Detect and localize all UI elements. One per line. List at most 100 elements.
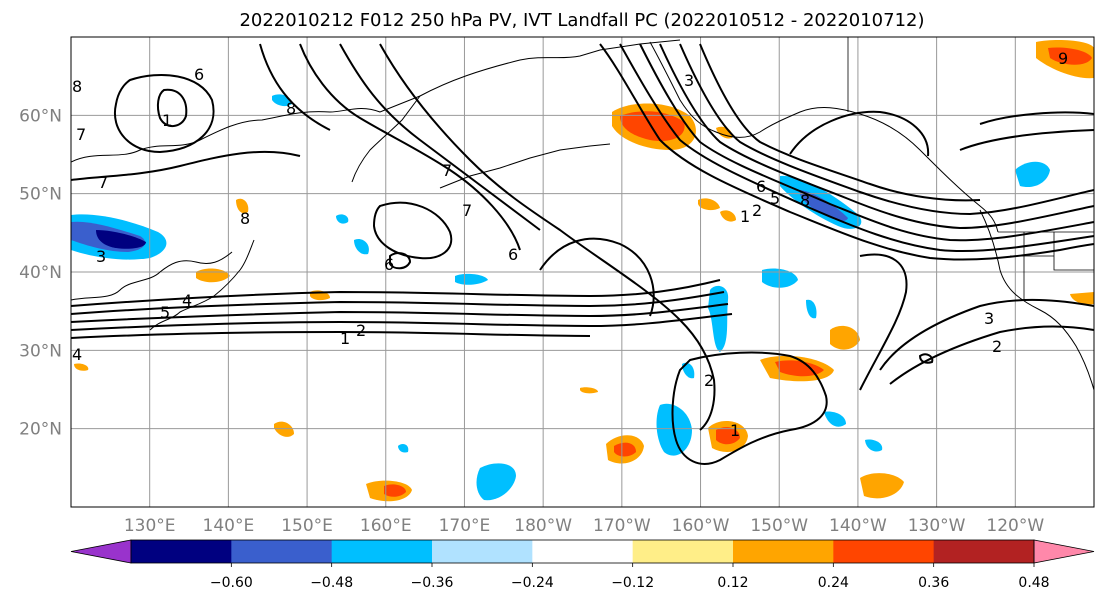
shade-neg-central5 (455, 273, 488, 285)
shade-neg-small2 (354, 238, 369, 255)
chart-title: 2022010212 F012 250 hPa PV, IVT Landfall… (239, 10, 924, 31)
shade-neg-nw-canada (1015, 161, 1050, 188)
colorbar-bin (331, 540, 433, 563)
lon-tick-label: 160°E (360, 516, 412, 536)
colorbar-tick-label: −0.12 (611, 575, 654, 591)
contour-label: 2 (356, 321, 366, 340)
lat-tick-label: 40°N (19, 263, 62, 283)
contour-east-1 (879, 298, 1094, 371)
shade-neg-small6 (824, 411, 846, 427)
contour-low-1 (156, 88, 188, 127)
contour-label: 1 (340, 329, 350, 348)
shade-pos-central-south-core (716, 427, 740, 445)
shade-neg-small8 (682, 362, 695, 379)
colorbar-bin (733, 540, 834, 563)
colorbar-tick-label: 0.48 (1018, 575, 1049, 591)
contour-label: 2 (992, 337, 1002, 356)
colorbar-tick-label: 0.36 (918, 575, 949, 591)
contour-label: 8 (800, 191, 810, 210)
lon-tick-label: 140°W (829, 516, 887, 536)
colorbar-tick-label: 0.24 (818, 575, 849, 591)
colorbar-bin (231, 540, 333, 563)
colorbar-tick-label: −0.48 (310, 575, 353, 591)
contour-mid-1 (539, 237, 655, 317)
longitude-labels: 130°E 140°E 150°E 160°E 170°E 180°W 170°W 160°W… (124, 516, 1045, 536)
contour-label: 8 (286, 99, 296, 118)
coast-china (71, 251, 233, 301)
coast-alaska (649, 41, 999, 233)
contour-label: 1 (162, 111, 172, 130)
contour-jet-3 (71, 303, 729, 323)
lon-tick-label: 130°E (124, 516, 176, 536)
colorbar-bin (632, 540, 734, 563)
contour-label: 8 (240, 209, 250, 228)
coast-aleutians (439, 143, 611, 189)
shade-pos-hawaii-core (775, 360, 824, 377)
lon-tick-label: 150°W (750, 516, 808, 536)
shade-pos-small7 (74, 363, 89, 371)
coast-kamchatka (351, 95, 421, 183)
contour-ridge-5 (679, 43, 1094, 216)
contour-low-4 (389, 252, 412, 270)
shade-pos-se (860, 473, 904, 499)
contour-trough-1 (379, 43, 716, 431)
contour-loop-nw (71, 150, 301, 181)
colorbar-tick-label: −0.36 (411, 575, 454, 591)
colorbar-extend-low (70, 539, 132, 564)
contour-label: 3 (96, 247, 106, 266)
contour-label: 1 (740, 207, 750, 226)
contour-jet-5 (71, 330, 591, 339)
map-frame (70, 36, 1095, 508)
colorbar-labels: −0.60 −0.48 −0.36 −0.24 −0.12 0.12 0.24 0.36 0.4… (210, 563, 1050, 591)
colorbar-bin (933, 540, 1035, 563)
lat-tick-label: 50°N (19, 185, 62, 205)
lon-tick-label: 160°W (672, 516, 730, 536)
shade-neg-japan-core2 (96, 230, 146, 249)
latitude-labels: 60°N 50°N 40°N 30°N 20°N (19, 106, 62, 439)
lon-tick-label: 170°W (593, 516, 651, 536)
contour-loop-ne (979, 111, 1094, 125)
coast-asia (71, 39, 681, 163)
contour-loop-ne3 (789, 110, 930, 157)
contour-label: 4 (182, 291, 192, 310)
border-states2 (1053, 232, 1094, 271)
coast-us-west (979, 209, 1094, 391)
contour-label: 3 (684, 71, 694, 90)
contour-mid-2 (859, 253, 908, 391)
colorbar-tick-label: −0.60 (210, 575, 253, 591)
lon-tick-label: 180°W (514, 516, 572, 536)
contour-label: 7 (462, 201, 472, 220)
lat-tick-label: 60°N (19, 106, 62, 126)
shade-neg-central4 (762, 268, 798, 288)
shade-pos-small3 (580, 387, 598, 394)
lat-tick-label: 20°N (19, 420, 62, 440)
contour-labels: 7 7 7 7 6 6 6 8 8 8 6 5 1 2 2 3 3 4 5 1 … (72, 49, 1068, 440)
contour-trough-2 (339, 43, 541, 231)
contour-label: 6 (508, 245, 518, 264)
contour-label: 2 (704, 371, 714, 390)
contour-ridge-1 (599, 43, 1094, 261)
shade-pos-ne-corner-core (1048, 47, 1092, 65)
contour-label: 9 (1058, 49, 1068, 68)
shade-neg-small4 (865, 439, 883, 452)
contour-east-3 (918, 353, 934, 364)
contour-low-3 (372, 201, 453, 260)
contour-label: 8 (72, 77, 82, 96)
shade-pos-small5 (720, 210, 736, 222)
contour-label: 6 (756, 177, 766, 196)
shade-neg-small7 (398, 444, 409, 453)
contour-label: 4 (72, 345, 82, 364)
contour-loop-ne2 (959, 129, 1094, 151)
contour-ridge-2 (619, 43, 1094, 253)
contour-label: 1 (730, 421, 740, 440)
shade-neg-central1 (708, 285, 729, 352)
contour-label: 3 (984, 309, 994, 328)
contour-east-2 (889, 325, 1094, 385)
contour-trough-4 (259, 43, 331, 131)
shade-neg-gulf-alaska-core (799, 190, 848, 221)
lon-tick-label: 170°E (439, 516, 491, 536)
contour-jet-4 (71, 313, 733, 331)
contour-label: 5 (770, 189, 780, 208)
contour-low-2 (113, 74, 215, 154)
lon-tick-label: 140°E (203, 516, 255, 536)
